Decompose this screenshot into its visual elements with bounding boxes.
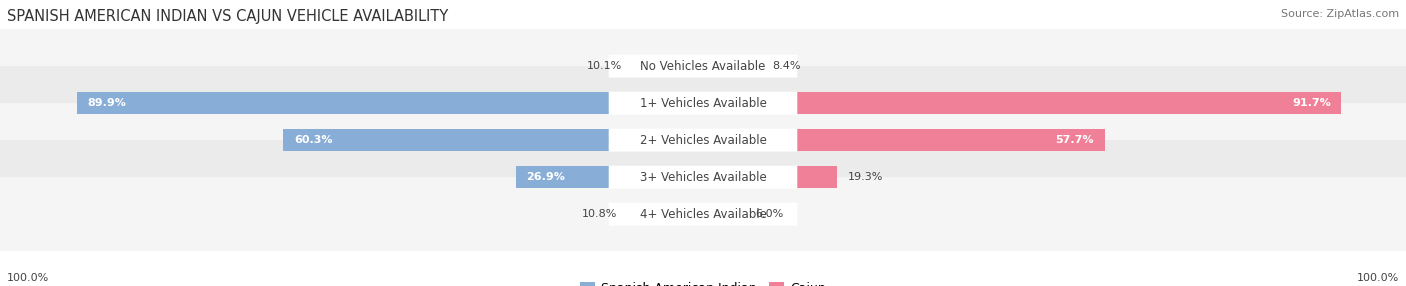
FancyBboxPatch shape	[609, 129, 797, 152]
Text: 1+ Vehicles Available: 1+ Vehicles Available	[640, 97, 766, 110]
Bar	[77, 92, 703, 114]
Text: 10.1%: 10.1%	[588, 61, 623, 71]
Text: 91.7%: 91.7%	[1292, 98, 1330, 108]
Text: No Vehicles Available: No Vehicles Available	[640, 59, 766, 73]
Text: 6.0%: 6.0%	[755, 209, 783, 219]
FancyBboxPatch shape	[609, 92, 797, 115]
Legend: Spanish American Indian, Cajun: Spanish American Indian, Cajun	[575, 277, 831, 286]
FancyBboxPatch shape	[609, 55, 797, 78]
Bar	[633, 55, 703, 77]
FancyBboxPatch shape	[0, 103, 1406, 177]
Bar	[703, 92, 1341, 114]
Text: 4+ Vehicles Available: 4+ Vehicles Available	[640, 208, 766, 221]
Bar	[703, 129, 1105, 151]
FancyBboxPatch shape	[0, 140, 1406, 214]
Bar	[703, 166, 838, 188]
Text: 2+ Vehicles Available: 2+ Vehicles Available	[640, 134, 766, 147]
FancyBboxPatch shape	[0, 29, 1406, 103]
Bar	[703, 55, 762, 77]
Text: 57.7%: 57.7%	[1056, 135, 1094, 145]
Text: 100.0%: 100.0%	[1357, 273, 1399, 283]
Text: Source: ZipAtlas.com: Source: ZipAtlas.com	[1281, 9, 1399, 19]
Text: SPANISH AMERICAN INDIAN VS CAJUN VEHICLE AVAILABILITY: SPANISH AMERICAN INDIAN VS CAJUN VEHICLE…	[7, 9, 449, 23]
Text: 89.9%: 89.9%	[87, 98, 127, 108]
Bar	[284, 129, 703, 151]
Text: 8.4%: 8.4%	[772, 61, 800, 71]
Bar	[703, 203, 745, 225]
FancyBboxPatch shape	[609, 203, 797, 226]
Bar	[628, 203, 703, 225]
Text: 3+ Vehicles Available: 3+ Vehicles Available	[640, 171, 766, 184]
Text: 60.3%: 60.3%	[294, 135, 332, 145]
Text: 10.8%: 10.8%	[582, 209, 617, 219]
Text: 19.3%: 19.3%	[848, 172, 883, 182]
Text: 100.0%: 100.0%	[7, 273, 49, 283]
FancyBboxPatch shape	[609, 166, 797, 189]
FancyBboxPatch shape	[0, 177, 1406, 251]
FancyBboxPatch shape	[0, 66, 1406, 140]
Bar	[516, 166, 703, 188]
Text: 26.9%: 26.9%	[526, 172, 565, 182]
